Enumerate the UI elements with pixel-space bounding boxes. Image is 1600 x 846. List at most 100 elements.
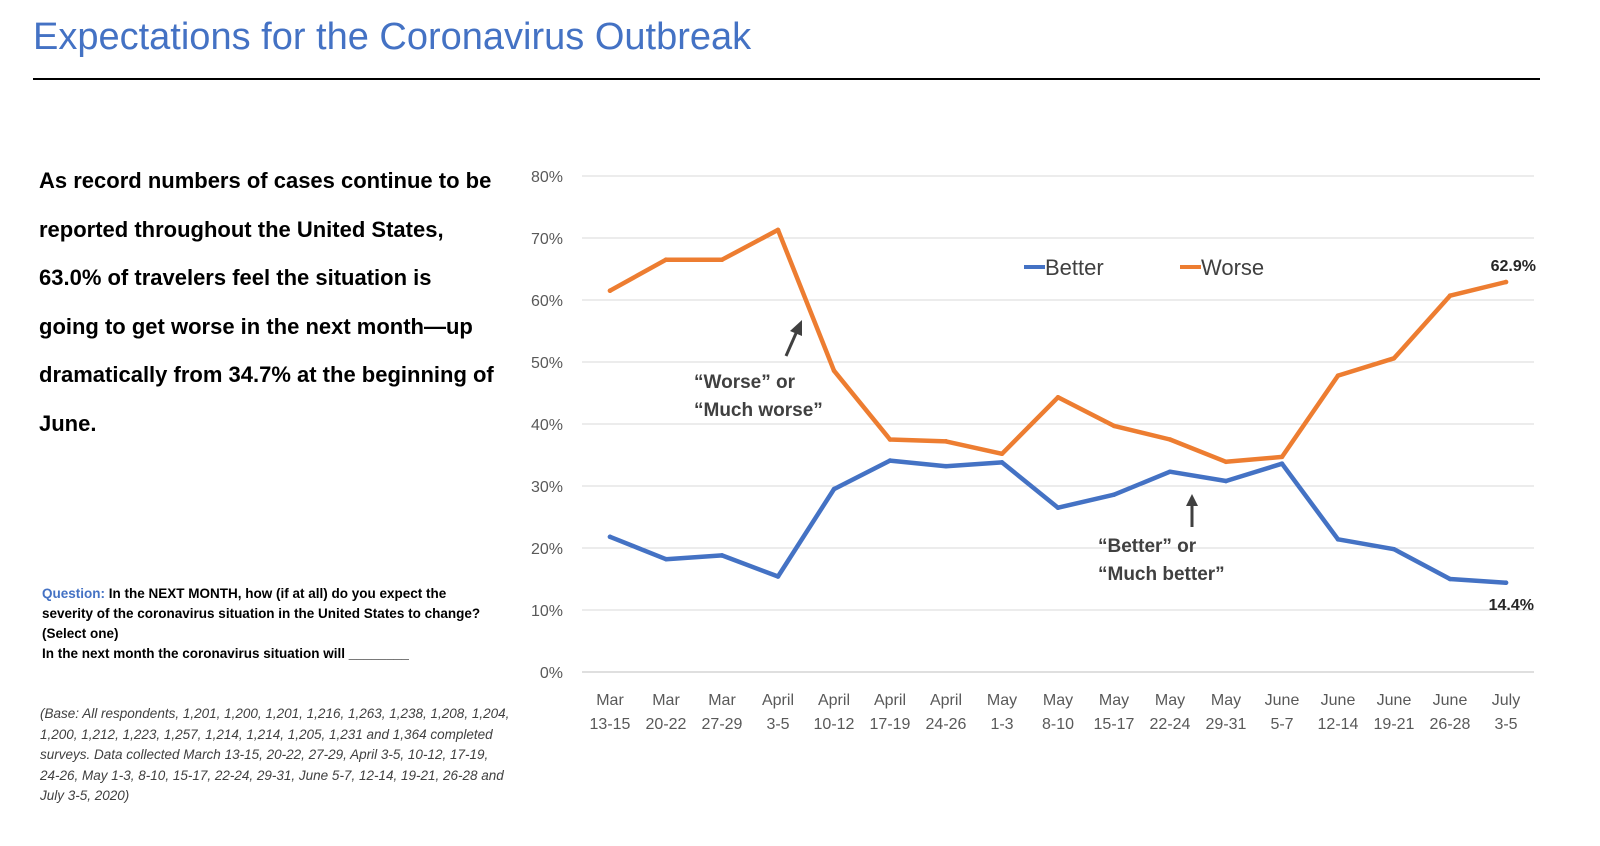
legend-label-worse: Worse	[1201, 255, 1264, 280]
x-tick-label: 10-12	[814, 716, 855, 733]
x-tick-label: 12-14	[1318, 716, 1359, 733]
x-tick-label: April	[762, 692, 794, 709]
data-point-better	[1055, 505, 1061, 511]
x-tick-label: 3-5	[766, 716, 789, 733]
data-point-worse	[999, 451, 1005, 457]
survey-question: Question: In the NEXT MONTH, how (if at …	[42, 584, 482, 664]
data-point-better	[887, 458, 893, 463]
annotation-arrowhead-better	[1186, 494, 1198, 506]
annotation-worse-line2: “Much worse”	[694, 400, 823, 421]
y-axis-ticks: 0% 10% 20% 30% 40% 50% 60% 70% 80%	[531, 169, 563, 682]
x-tick-label: 29-31	[1206, 716, 1247, 733]
x-tick-label: Mar	[652, 692, 680, 709]
series-line-better	[607, 458, 1509, 585]
data-point-worse	[775, 227, 781, 233]
annotation-better-line2: “Much better”	[1098, 564, 1225, 585]
data-point-worse	[943, 439, 949, 444]
data-point-better	[775, 574, 781, 579]
data-point-better	[999, 460, 1005, 465]
annotation-arrowhead-worse	[790, 320, 802, 336]
x-tick-label: May	[1043, 692, 1073, 709]
y-tick-label: 20%	[531, 541, 563, 558]
data-point-worse	[1447, 293, 1453, 298]
x-tick-label: May	[987, 692, 1017, 709]
data-point-better	[1447, 576, 1453, 582]
x-tick-label: 13-15	[590, 716, 631, 733]
x-tick-label: April	[818, 692, 850, 709]
x-tick-label: 24-26	[926, 716, 967, 733]
title-divider	[33, 78, 1540, 80]
x-tick-label: May	[1211, 692, 1241, 709]
legend-label-better: Better	[1045, 255, 1104, 280]
data-point-better	[1223, 478, 1229, 484]
x-tick-label: 1-3	[990, 716, 1013, 733]
x-tick-label: June	[1265, 692, 1300, 709]
x-tick-label: Mar	[596, 692, 624, 709]
data-point-worse	[1055, 395, 1061, 400]
data-point-better	[1111, 492, 1117, 497]
data-point-worse	[1503, 279, 1509, 285]
data-point-worse	[1391, 355, 1397, 361]
y-tick-label: 60%	[531, 293, 563, 310]
y-tick-label: 80%	[531, 169, 563, 186]
chart-legend: Better Worse	[1024, 255, 1264, 280]
y-tick-label: 70%	[531, 231, 563, 248]
y-tick-label: 50%	[531, 355, 563, 372]
data-point-better	[1279, 461, 1285, 466]
x-tick-label: June	[1377, 692, 1412, 709]
y-tick-label: 40%	[531, 417, 563, 434]
y-tick-label: 10%	[531, 603, 563, 620]
data-point-worse	[1167, 437, 1173, 442]
annotation-worse: “Worse” or “Much worse”	[694, 320, 823, 421]
question-prompt: In the next month the coronavirus situat…	[42, 646, 409, 661]
chart-gridlines	[582, 175, 1534, 673]
data-point-worse	[831, 368, 837, 373]
x-tick-label: 5-7	[1270, 716, 1293, 733]
data-point-worse	[663, 257, 669, 263]
x-tick-label: May	[1099, 692, 1129, 709]
data-point-worse	[1335, 373, 1341, 378]
lead-statement: As record numbers of cases continue to b…	[39, 168, 494, 436]
annotation-worse-line1: “Worse” or	[694, 372, 796, 393]
data-point-worse	[1279, 454, 1285, 460]
data-point-better	[719, 553, 725, 558]
x-tick-label: July	[1492, 692, 1520, 709]
question-text: In the NEXT MONTH, how (if at all) do yo…	[42, 586, 481, 641]
x-tick-label: 20-22	[646, 716, 687, 733]
y-tick-label: 30%	[531, 479, 563, 496]
x-tick-label: 26-28	[1430, 716, 1471, 733]
data-point-better	[831, 486, 837, 492]
data-point-better	[1335, 537, 1341, 542]
data-point-worse	[607, 288, 613, 294]
data-point-better	[663, 556, 669, 562]
chart-series	[607, 227, 1509, 586]
annotation-better: “Better” or “Much better”	[1098, 494, 1225, 585]
data-point-worse	[1111, 423, 1117, 429]
x-tick-label: April	[874, 692, 906, 709]
x-tick-label: April	[930, 692, 962, 709]
x-tick-label: June	[1321, 692, 1356, 709]
data-point-better	[1503, 580, 1509, 586]
x-tick-label: June	[1433, 692, 1468, 709]
data-point-worse	[887, 437, 893, 442]
x-tick-label: Mar	[708, 692, 736, 709]
x-tick-label: 3-5	[1494, 716, 1517, 733]
question-label: Question:	[42, 586, 105, 601]
data-point-worse	[1223, 459, 1229, 465]
page-title: Expectations for the Coronavirus Outbrea…	[33, 16, 752, 58]
data-point-better	[943, 463, 949, 469]
data-point-better	[1391, 546, 1397, 552]
data-point-better	[607, 534, 613, 540]
annotation-better-line1: “Better” or	[1098, 536, 1197, 557]
x-axis-ticks: Mar 13-15 Mar 20-22 Mar 27-29 April 3-5 April 10-…	[590, 692, 1521, 733]
y-tick-label: 0%	[540, 665, 563, 682]
x-tick-label: May	[1155, 692, 1185, 709]
x-tick-label: 27-29	[702, 716, 743, 733]
base-note: (Base: All respondents, 1,201, 1,200, 1,…	[40, 706, 510, 803]
end-label-better: 14.4%	[1489, 597, 1534, 614]
data-point-better	[1167, 469, 1173, 475]
x-tick-label: 19-21	[1374, 716, 1415, 733]
x-tick-label: 22-24	[1150, 716, 1191, 733]
end-label-worse: 62.9%	[1491, 258, 1536, 275]
